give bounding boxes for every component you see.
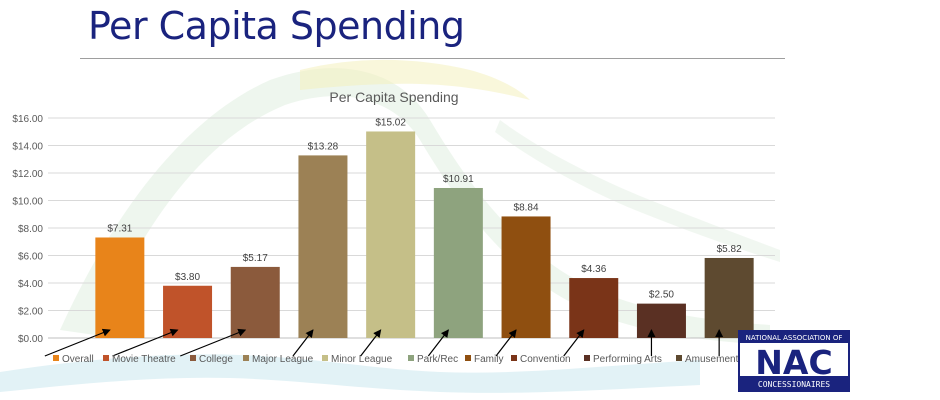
annotation-arrow (44, 328, 111, 357)
annotation-arrow (495, 329, 517, 357)
data-label: $5.17 (243, 253, 268, 264)
bar (230, 266, 280, 338)
chart-title: Per Capita Spending (329, 89, 458, 105)
bar (298, 155, 348, 338)
bar (366, 131, 416, 338)
legend-label: College (199, 354, 233, 365)
data-label: $3.80 (175, 272, 200, 283)
y-tick-label: $10.00 (12, 197, 43, 208)
svg-text:NATIONAL ASSOCIATION OF: NATIONAL ASSOCIATION OF (746, 334, 843, 342)
legend-label: Park/Rec (417, 354, 458, 365)
data-label: $5.82 (717, 244, 742, 255)
svg-text:CONCESSIONAIRES: CONCESSIONAIRES (758, 380, 830, 389)
annotation-arrow (427, 329, 449, 357)
bar (163, 285, 213, 338)
legend-label: Family (474, 354, 503, 365)
legend-swatch (584, 355, 590, 361)
legend-swatch (511, 355, 517, 361)
y-tick-label: $12.00 (12, 169, 43, 180)
svg-text:NAC: NAC (755, 343, 832, 382)
data-label: $2.50 (649, 290, 674, 301)
data-label: $15.02 (375, 117, 406, 128)
legend-swatch (53, 355, 59, 361)
bar (569, 278, 619, 338)
bar (433, 187, 483, 338)
title-divider (80, 58, 785, 59)
bar (636, 303, 686, 338)
annotation-arrow (360, 329, 382, 357)
y-tick-label: $4.00 (18, 279, 43, 290)
legend-label: Amusement (685, 354, 739, 365)
bar (95, 237, 145, 338)
legend-swatch (103, 355, 109, 361)
bar (704, 257, 754, 338)
data-label: $7.31 (107, 223, 132, 234)
legend-swatch (465, 355, 471, 361)
y-tick-label: $16.00 (12, 114, 43, 125)
legend-label: Major League (252, 354, 314, 365)
legend-swatch (322, 355, 328, 361)
legend-swatch (190, 355, 196, 361)
y-tick-label: $14.00 (12, 142, 43, 153)
annotation-arrow (563, 329, 585, 357)
annotation-arrow (180, 328, 247, 357)
annotation-arrow (112, 328, 179, 357)
legend-swatch (408, 355, 414, 361)
legend-label: Movie Theatre (112, 354, 176, 365)
y-tick-label: $6.00 (18, 252, 43, 263)
legend-label: Performing Arts (593, 354, 662, 365)
legend-label: Convention (520, 354, 571, 365)
data-label: $13.28 (308, 141, 339, 152)
nac-logo: NATIONAL ASSOCIATION OF NAC CONCESSIONAI… (738, 330, 850, 392)
bar (501, 216, 551, 338)
data-label: $10.91 (443, 174, 474, 185)
y-tick-label: $0.00 (18, 334, 43, 345)
background-wave-decoration (0, 59, 780, 393)
y-tick-label: $8.00 (18, 224, 43, 235)
legend-swatch (676, 355, 682, 361)
y-tick-label: $2.00 (18, 307, 43, 318)
data-label: $4.36 (581, 264, 606, 275)
legend-label: Overall (62, 354, 94, 365)
legend-swatch (243, 355, 249, 361)
data-label: $8.84 (514, 202, 539, 213)
slide-title: Per Capita Spending (88, 4, 465, 48)
annotation-arrow (292, 329, 314, 357)
legend-label: Minor League (331, 354, 393, 365)
